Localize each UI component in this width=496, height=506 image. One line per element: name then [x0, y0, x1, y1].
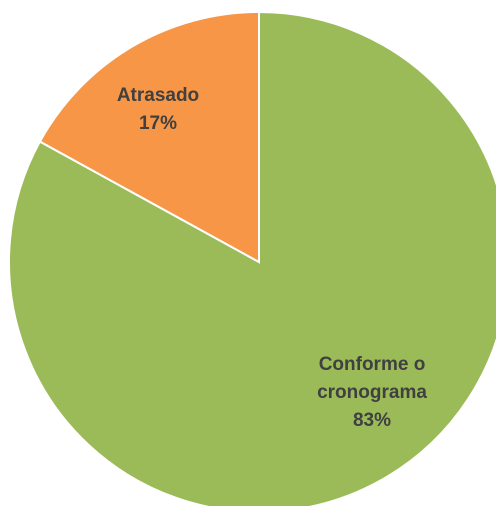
- category-label: Conforme o cronograma: [317, 354, 427, 403]
- slice-label: Conforme o cronograma 83%: [297, 351, 447, 435]
- value-label: 83%: [352, 410, 392, 431]
- category-label: Atrasado: [116, 85, 200, 106]
- value-label: 17%: [138, 113, 178, 134]
- slice-label-text: Atrasado 17%: [83, 82, 233, 138]
- slice-label-text: Conforme o cronograma 83%: [297, 351, 447, 435]
- pie-slice: [38, 10, 260, 264]
- slice-label: Atrasado 17%: [83, 82, 233, 138]
